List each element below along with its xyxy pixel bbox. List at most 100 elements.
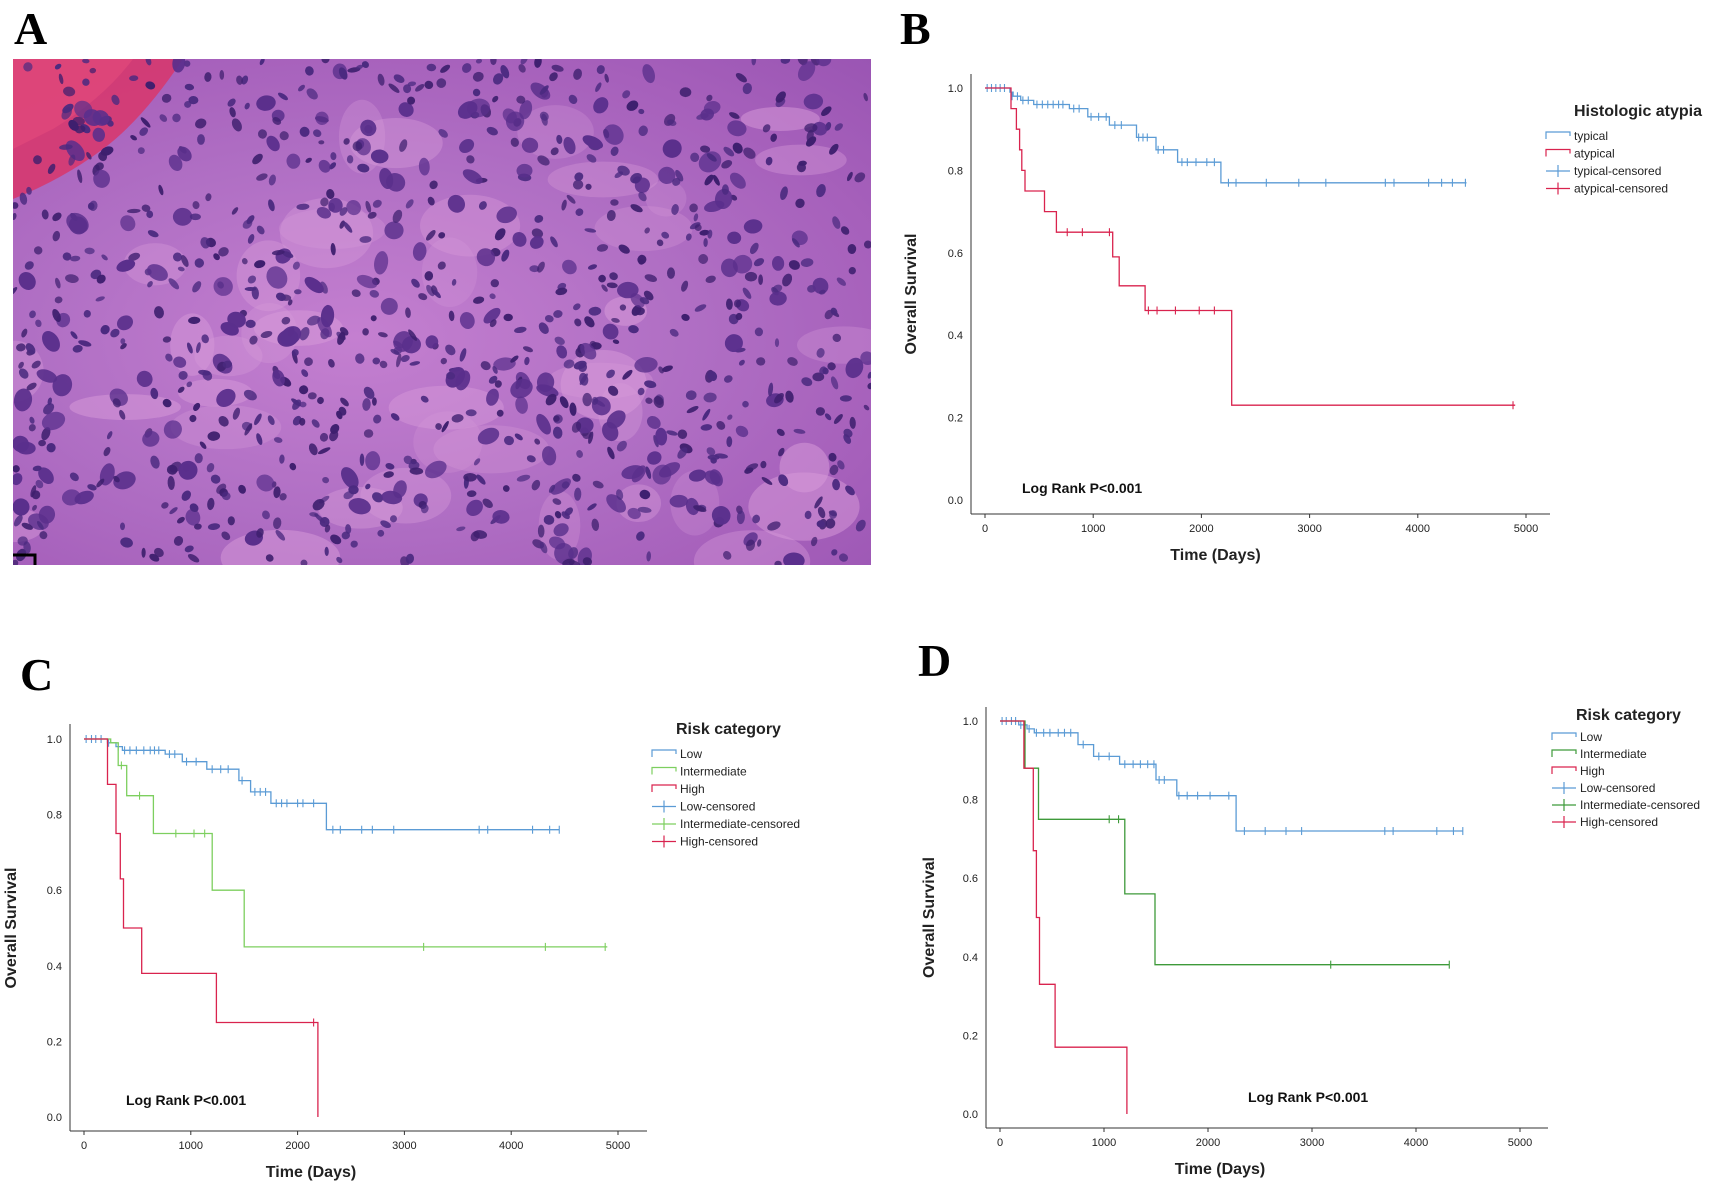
y-tick-label: 0.0	[963, 1109, 978, 1121]
cell-nucleus	[18, 272, 36, 290]
cell-nucleus	[723, 551, 732, 560]
cell-nucleus	[98, 151, 108, 162]
cell-nucleus	[689, 203, 698, 213]
cell-nucleus	[231, 207, 239, 215]
cell-nucleus	[271, 249, 285, 256]
cell-nucleus	[346, 155, 354, 164]
cell-nucleus	[289, 462, 297, 471]
cell-nucleus	[227, 98, 236, 107]
cell-nucleus	[568, 94, 578, 105]
cell-nucleus	[139, 127, 149, 136]
cell-nucleus	[778, 447, 785, 457]
cell-nucleus	[363, 429, 374, 438]
cell-nucleus	[177, 146, 192, 162]
cell-nucleus	[403, 455, 413, 465]
cell-nucleus	[831, 549, 838, 556]
cell-nucleus	[380, 297, 398, 315]
cell-nucleus	[585, 183, 592, 190]
cell-nucleus	[833, 414, 843, 424]
cell-nucleus	[25, 343, 36, 355]
cell-nucleus	[169, 507, 178, 515]
cell-nucleus	[370, 315, 377, 322]
legend-label: Intermediate-censored	[680, 817, 800, 831]
cell-nucleus	[603, 124, 624, 145]
cell-nucleus	[780, 186, 788, 201]
cell-nucleus	[82, 59, 90, 64]
cell-nucleus	[637, 387, 645, 396]
cell-nucleus	[529, 265, 540, 273]
cell-nucleus	[47, 397, 53, 406]
cell-nucleus	[768, 382, 774, 397]
cell-nucleus	[463, 473, 477, 482]
cell-nucleus	[360, 119, 377, 137]
cell-nucleus	[147, 281, 153, 288]
cell-nucleus	[783, 552, 805, 565]
cell-nucleus	[832, 333, 842, 343]
cell-nucleus	[328, 359, 335, 368]
cell-nucleus	[287, 299, 293, 306]
cell-nucleus	[669, 328, 679, 337]
legend-entry: Low	[1551, 730, 1602, 744]
cell-nucleus	[427, 196, 435, 206]
cell-nucleus	[500, 65, 510, 79]
cell-nucleus	[299, 401, 307, 408]
cell-nucleus	[130, 135, 137, 141]
cell-nucleus	[409, 361, 421, 366]
stroma	[194, 335, 263, 377]
cell-nucleus	[744, 271, 758, 282]
cell-nucleus	[774, 560, 782, 565]
cell-nucleus	[690, 152, 700, 162]
cell-nucleus	[243, 389, 257, 401]
cell-nucleus	[52, 374, 73, 397]
cell-nucleus	[626, 100, 639, 111]
cell-nucleus	[185, 508, 201, 526]
cell-nucleus	[13, 287, 18, 296]
cell-nucleus	[579, 373, 588, 386]
cell-nucleus	[681, 280, 689, 292]
cell-nucleus	[819, 289, 826, 295]
cell-nucleus	[800, 258, 814, 267]
cell-nucleus	[553, 310, 563, 318]
cell-nucleus	[241, 258, 248, 265]
cell-nucleus	[556, 345, 568, 359]
cell-nucleus	[607, 446, 615, 460]
cell-nucleus	[545, 393, 557, 406]
cell-nucleus	[147, 230, 159, 238]
cell-nucleus	[451, 279, 457, 286]
legend-label: High	[1580, 764, 1605, 778]
cell-nucleus	[534, 214, 544, 223]
cell-nucleus	[194, 258, 204, 268]
cell-nucleus	[128, 252, 141, 261]
cell-nucleus	[539, 85, 549, 95]
cell-nucleus	[486, 126, 498, 136]
cell-nucleus	[137, 147, 145, 155]
cell-nucleus	[612, 339, 620, 345]
cell-nucleus	[120, 343, 127, 350]
cell-nucleus	[384, 221, 404, 240]
stroma	[360, 467, 452, 524]
cell-nucleus	[169, 461, 182, 473]
cell-nucleus	[832, 478, 841, 491]
cell-nucleus	[846, 171, 853, 182]
cell-nucleus	[23, 62, 33, 72]
cell-nucleus	[38, 439, 46, 447]
cell-nucleus	[377, 73, 385, 86]
cell-nucleus	[359, 236, 372, 243]
cell-nucleus	[782, 273, 793, 287]
cell-nucleus	[595, 82, 602, 92]
cell-nucleus	[516, 474, 531, 482]
cell-nucleus	[178, 460, 198, 480]
cell-nucleus	[693, 213, 699, 222]
cell-nucleus	[637, 254, 647, 265]
cell-nucleus	[554, 336, 565, 345]
cell-nucleus	[142, 431, 160, 447]
cell-nucleus	[192, 201, 200, 210]
cell-nucleus	[667, 119, 677, 126]
cell-nucleus	[588, 306, 602, 316]
cell-nucleus	[526, 455, 536, 463]
cell-nucleus	[864, 240, 871, 249]
cell-nucleus	[761, 477, 773, 485]
cell-nucleus	[440, 64, 451, 73]
km-curve-intermediate	[1000, 720, 1450, 966]
cell-nucleus	[679, 87, 692, 98]
